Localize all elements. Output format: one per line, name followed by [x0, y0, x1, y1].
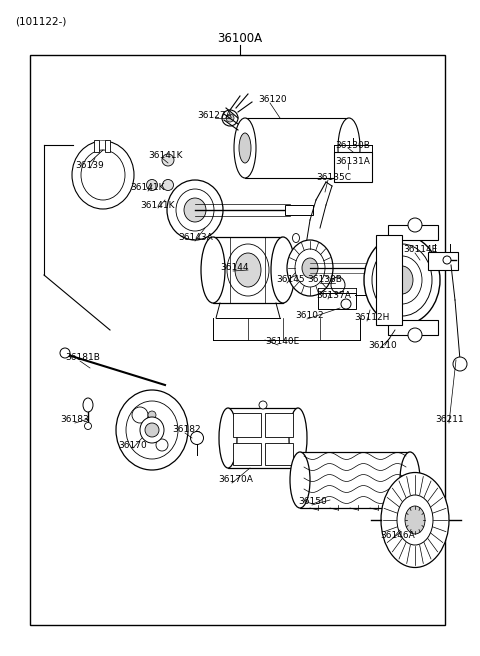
Ellipse shape: [184, 198, 206, 222]
Ellipse shape: [290, 452, 310, 508]
Text: 36140E: 36140E: [265, 337, 299, 346]
Text: 36110: 36110: [368, 340, 397, 350]
Text: 36139: 36139: [75, 161, 104, 169]
Ellipse shape: [239, 133, 251, 163]
Text: 36211: 36211: [435, 415, 464, 424]
Bar: [300, 452, 410, 508]
Bar: [245, 118, 349, 178]
Ellipse shape: [331, 277, 345, 293]
Text: (101122-): (101122-): [15, 17, 66, 27]
Ellipse shape: [364, 235, 440, 325]
Bar: [265, 443, 293, 465]
Ellipse shape: [222, 110, 238, 126]
Ellipse shape: [126, 401, 178, 459]
Ellipse shape: [287, 240, 333, 296]
Ellipse shape: [259, 401, 267, 409]
Text: 36183: 36183: [60, 415, 89, 424]
Ellipse shape: [84, 422, 92, 430]
Ellipse shape: [219, 408, 237, 468]
Ellipse shape: [163, 180, 173, 190]
Text: 36130B: 36130B: [335, 140, 370, 150]
Text: 36112H: 36112H: [354, 314, 389, 323]
Bar: [233, 413, 261, 437]
Bar: [94, 140, 99, 152]
Ellipse shape: [382, 256, 422, 304]
Bar: [388, 225, 438, 240]
Bar: [376, 235, 402, 325]
Text: 36141K: 36141K: [148, 150, 182, 159]
Ellipse shape: [148, 411, 156, 419]
Text: 36170: 36170: [118, 440, 147, 449]
Ellipse shape: [140, 417, 164, 443]
Ellipse shape: [60, 348, 70, 358]
Text: 36120: 36120: [258, 96, 287, 104]
Ellipse shape: [301, 242, 311, 254]
Ellipse shape: [391, 266, 413, 294]
Bar: [213, 237, 283, 303]
Ellipse shape: [145, 423, 159, 437]
Bar: [228, 408, 298, 468]
Bar: [428, 252, 458, 270]
Ellipse shape: [453, 357, 467, 371]
Ellipse shape: [167, 180, 223, 240]
Text: 36100A: 36100A: [217, 31, 263, 45]
Ellipse shape: [302, 258, 318, 278]
Bar: [30, 55, 445, 625]
Text: 36150: 36150: [298, 497, 327, 506]
Ellipse shape: [83, 398, 93, 412]
Ellipse shape: [116, 390, 188, 470]
Ellipse shape: [338, 118, 360, 178]
Ellipse shape: [162, 154, 174, 166]
Ellipse shape: [381, 472, 449, 567]
Text: 36138B: 36138B: [307, 276, 342, 285]
Bar: [265, 413, 293, 437]
Bar: [105, 140, 110, 152]
Ellipse shape: [72, 141, 134, 209]
Ellipse shape: [408, 218, 422, 232]
Ellipse shape: [295, 249, 325, 287]
Bar: [96, 141, 110, 149]
Text: 36135C: 36135C: [316, 173, 351, 182]
Text: 36127A: 36127A: [197, 110, 232, 119]
Text: 36141K: 36141K: [140, 201, 175, 209]
Text: 36131A: 36131A: [335, 157, 370, 165]
Bar: [388, 320, 438, 335]
Ellipse shape: [191, 432, 204, 445]
Text: 36170A: 36170A: [218, 476, 253, 485]
Ellipse shape: [201, 237, 225, 303]
Ellipse shape: [226, 114, 234, 122]
Text: 36182: 36182: [172, 426, 201, 434]
Text: 36137A: 36137A: [316, 291, 351, 300]
Ellipse shape: [405, 506, 425, 534]
Text: 36146A: 36146A: [380, 531, 415, 539]
Ellipse shape: [176, 189, 214, 231]
Ellipse shape: [292, 234, 300, 243]
Bar: [334, 152, 372, 182]
Ellipse shape: [341, 299, 351, 309]
Text: 36114E: 36114E: [403, 245, 437, 255]
Ellipse shape: [227, 244, 269, 296]
Ellipse shape: [400, 452, 420, 508]
Text: 36145: 36145: [276, 276, 305, 285]
Ellipse shape: [408, 328, 422, 342]
Ellipse shape: [146, 180, 157, 190]
Bar: [285, 205, 313, 215]
Text: 36102: 36102: [295, 312, 324, 321]
Bar: [233, 443, 261, 465]
Ellipse shape: [372, 244, 432, 316]
Text: 36141K: 36141K: [130, 184, 165, 192]
Ellipse shape: [234, 118, 256, 178]
Ellipse shape: [235, 253, 261, 287]
Text: 36181B: 36181B: [65, 354, 100, 363]
Ellipse shape: [443, 256, 451, 264]
Bar: [318, 293, 356, 309]
Ellipse shape: [289, 408, 307, 468]
Ellipse shape: [397, 495, 433, 545]
Text: 36144: 36144: [220, 264, 249, 272]
Ellipse shape: [156, 439, 168, 451]
Ellipse shape: [132, 407, 148, 423]
Ellipse shape: [81, 150, 125, 200]
Text: 36143A: 36143A: [178, 234, 213, 243]
Ellipse shape: [271, 237, 295, 303]
